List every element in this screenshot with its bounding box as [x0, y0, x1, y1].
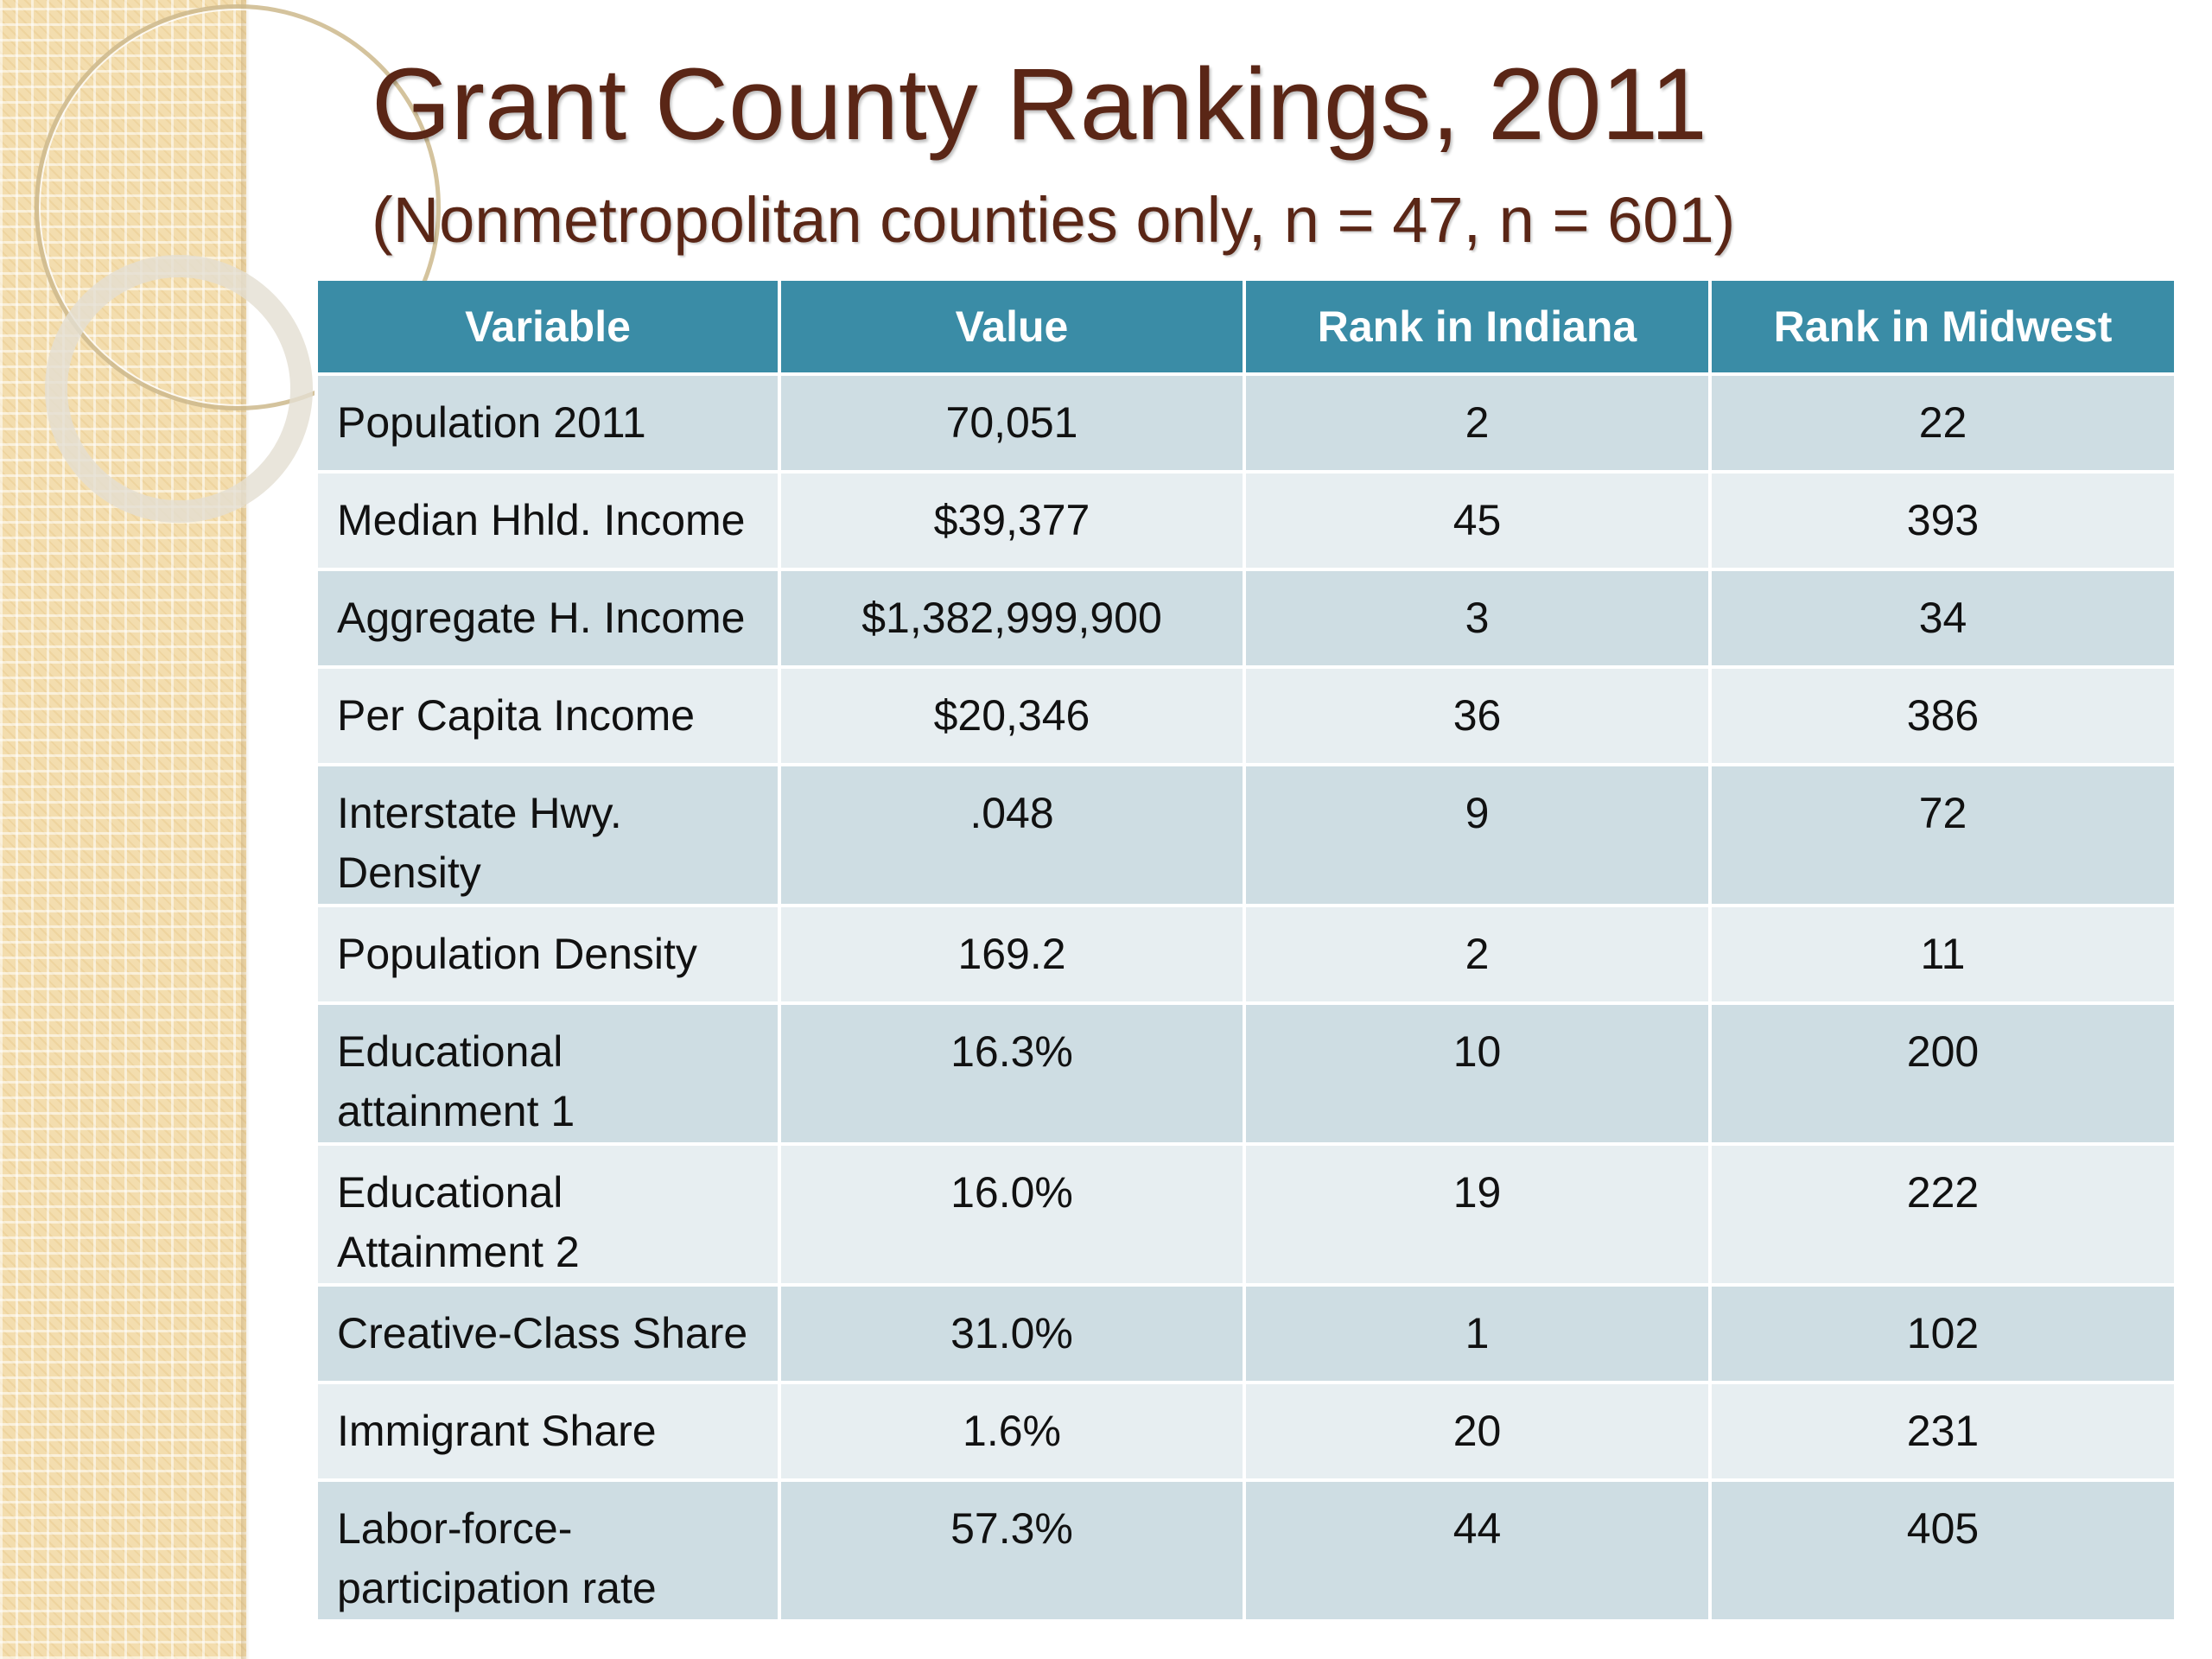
table-row: Population Density 169.2 2 11: [315, 904, 2177, 1005]
rank-indiana-cell: 2: [1243, 904, 1712, 1005]
value-cell: 1.6%: [778, 1381, 1246, 1482]
rank-midwest-cell: 405: [1708, 1478, 2177, 1623]
variable-cell: Interstate Hwy. Density: [315, 763, 781, 907]
decorative-ring-small: [45, 255, 313, 523]
rank-indiana-cell: 19: [1243, 1142, 1712, 1287]
table-row: Immigrant Share 1.6% 20 231: [315, 1381, 2177, 1482]
rank-midwest-cell: 231: [1708, 1381, 2177, 1482]
variable-cell: Labor-force-participation rate: [315, 1478, 781, 1623]
rank-midwest-cell: 72: [1708, 763, 2177, 907]
rank-midwest-cell: 393: [1708, 470, 2177, 571]
value-cell: 16.0%: [778, 1142, 1246, 1287]
value-cell: 31.0%: [778, 1283, 1246, 1384]
value-cell: $39,377: [778, 470, 1246, 571]
side-strip-shadow: [241, 0, 250, 1659]
variable-cell: Population 2011: [315, 372, 781, 474]
variable-cell: Immigrant Share: [315, 1381, 781, 1482]
value-cell: .048: [778, 763, 1246, 907]
rank-indiana-cell: 36: [1243, 665, 1712, 766]
value-cell: 16.3%: [778, 1001, 1246, 1146]
table-row: Educational attainment 1 16.3% 10 200: [315, 1001, 2177, 1146]
value-cell: $1,382,999,900: [778, 568, 1246, 669]
header-variable: Variable: [315, 281, 781, 376]
rankings-table: Variable Value Rank in Indiana Rank in M…: [315, 281, 2177, 1623]
rank-midwest-cell: 34: [1708, 568, 2177, 669]
variable-cell: Median Hhld. Income: [315, 470, 781, 571]
table-row: Median Hhld. Income $39,377 45 393: [315, 470, 2177, 571]
rank-indiana-cell: 3: [1243, 568, 1712, 669]
value-cell: $20,346: [778, 665, 1246, 766]
table-row: Population 2011 70,051 2 22: [315, 372, 2177, 474]
slide-subtitle: (Nonmetropolitan counties only, n = 47, …: [372, 184, 1736, 256]
table-row: Creative-Class Share 31.0% 1 102: [315, 1283, 2177, 1384]
header-rank-midwest: Rank in Midwest: [1708, 281, 2177, 376]
variable-cell: Per Capita Income: [315, 665, 781, 766]
rank-midwest-cell: 386: [1708, 665, 2177, 766]
variable-cell: Aggregate H. Income: [315, 568, 781, 669]
value-cell: 57.3%: [778, 1478, 1246, 1623]
rank-indiana-cell: 44: [1243, 1478, 1712, 1623]
rank-indiana-cell: 45: [1243, 470, 1712, 571]
table-row: Aggregate H. Income $1,382,999,900 3 34: [315, 568, 2177, 669]
rank-midwest-cell: 222: [1708, 1142, 2177, 1287]
rank-indiana-cell: 2: [1243, 372, 1712, 474]
slide-title: Grant County Rankings, 2011: [372, 48, 1707, 162]
value-cell: 70,051: [778, 372, 1246, 474]
rank-midwest-cell: 200: [1708, 1001, 2177, 1146]
header-rank-indiana: Rank in Indiana: [1243, 281, 1712, 376]
table-row: Labor-force-participation rate 57.3% 44 …: [315, 1478, 2177, 1623]
table-row: Per Capita Income $20,346 36 386: [315, 665, 2177, 766]
table-header-row: Variable Value Rank in Indiana Rank in M…: [315, 281, 2177, 376]
rank-indiana-cell: 1: [1243, 1283, 1712, 1384]
value-cell: 169.2: [778, 904, 1246, 1005]
rank-midwest-cell: 11: [1708, 904, 2177, 1005]
rank-indiana-cell: 10: [1243, 1001, 1712, 1146]
rank-midwest-cell: 22: [1708, 372, 2177, 474]
table-row: Educational Attainment 2 16.0% 19 222: [315, 1142, 2177, 1287]
variable-cell: Educational attainment 1: [315, 1001, 781, 1146]
variable-cell: Creative-Class Share: [315, 1283, 781, 1384]
variable-cell: Population Density: [315, 904, 781, 1005]
rank-midwest-cell: 102: [1708, 1283, 2177, 1384]
variable-cell: Educational Attainment 2: [315, 1142, 781, 1287]
table-row: Interstate Hwy. Density .048 9 72: [315, 763, 2177, 907]
rank-indiana-cell: 20: [1243, 1381, 1712, 1482]
rank-indiana-cell: 9: [1243, 763, 1712, 907]
header-value: Value: [778, 281, 1246, 376]
